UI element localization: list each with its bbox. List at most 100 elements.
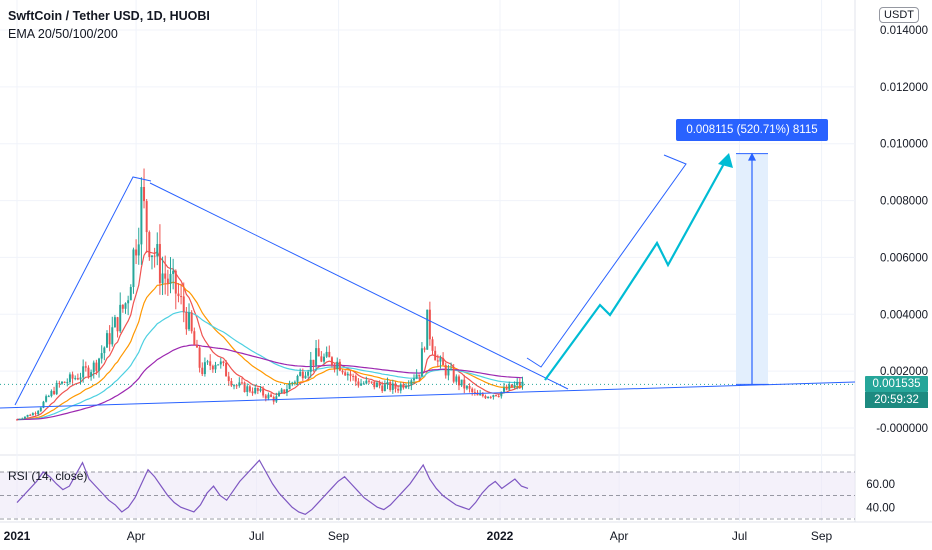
ema-legend[interactable]: EMA 20/50/100/200 — [8, 27, 118, 41]
candle-body — [79, 377, 82, 380]
candle-body — [389, 381, 392, 390]
measure-label: 0.008115 (520.71%) 8115 — [676, 119, 828, 141]
candle-body — [510, 384, 513, 388]
candle-body — [185, 312, 188, 330]
candle-body — [39, 407, 42, 411]
rsi-tick-label: 40.00 — [866, 502, 895, 514]
y-tick-label: 0.010000 — [880, 139, 928, 151]
x-tick-label: Jul — [732, 529, 747, 543]
candle-body — [76, 378, 79, 380]
candle-body — [291, 382, 294, 384]
impulse-leg — [14, 176, 152, 406]
candle-body — [450, 368, 453, 370]
candle-body — [238, 382, 241, 386]
candle-body — [262, 388, 265, 396]
target-projection-line — [526, 154, 687, 368]
candle-body — [50, 390, 53, 397]
candle-body — [497, 396, 500, 398]
drawing-tools — [0, 152, 856, 409]
candle-body — [235, 385, 238, 387]
candle-body — [442, 358, 445, 366]
candle-body — [270, 394, 273, 397]
candle-body — [124, 303, 127, 309]
candle-body — [309, 359, 312, 372]
rsi-tick-label: 60.00 — [866, 479, 895, 491]
symbol-title[interactable]: SwftCoin / Tether USD, 1D, HUOBI — [8, 9, 210, 23]
candle-body — [227, 376, 230, 382]
candle-body — [251, 391, 254, 394]
candle-body — [103, 347, 106, 354]
candle-body — [415, 374, 418, 379]
candle-body — [487, 396, 490, 399]
candle-body — [481, 393, 484, 396]
last-price-badge: 0.001535 — [865, 376, 928, 392]
candle-body — [31, 413, 34, 416]
candle-body — [217, 364, 220, 366]
candle-body — [55, 383, 58, 395]
candle-body — [161, 273, 164, 284]
candle-body — [132, 249, 135, 288]
candle-body — [360, 383, 363, 386]
candle-body — [410, 380, 413, 386]
candle-body — [230, 381, 233, 386]
candle-body — [259, 388, 262, 391]
candle-body — [479, 393, 482, 396]
candle-body — [34, 413, 37, 415]
candle-body — [53, 390, 56, 395]
candle-body — [195, 344, 198, 348]
candle-body — [341, 370, 344, 373]
candle-body — [214, 364, 217, 370]
candle-body — [386, 381, 389, 385]
candle-body — [129, 287, 132, 301]
candle-body — [299, 371, 302, 376]
candle-body — [23, 416, 26, 419]
candle-body — [211, 365, 214, 370]
currency-button[interactable]: USDT — [879, 7, 919, 23]
candle-body — [346, 373, 349, 376]
candle-body — [402, 384, 405, 388]
candle-body — [473, 392, 476, 394]
candle-body — [16, 419, 18, 421]
rsi-line — [16, 459, 529, 515]
candle-body — [288, 383, 291, 390]
candle-body — [135, 249, 138, 256]
candle-body — [370, 381, 373, 383]
candle-body — [254, 387, 257, 394]
candle-body — [317, 348, 320, 357]
x-tick-label: Sep — [811, 529, 833, 543]
candle-body — [193, 331, 196, 345]
candle-body — [219, 361, 222, 365]
candle-body — [378, 382, 381, 386]
candle-body — [328, 351, 331, 358]
candle-body — [148, 232, 151, 258]
candle-body — [500, 391, 503, 397]
candle-body — [111, 327, 114, 345]
chart-grid — [0, 0, 932, 523]
candle-body — [108, 333, 111, 345]
candle-body — [145, 201, 148, 233]
candle-body — [113, 317, 116, 328]
x-tick-label: 2022 — [487, 529, 514, 543]
candle-body — [246, 386, 249, 392]
candle-body — [74, 378, 77, 380]
candle-body — [150, 255, 153, 258]
candle-body — [203, 362, 206, 375]
candle-body — [177, 293, 180, 297]
candle-body — [312, 359, 315, 366]
candle-body — [418, 374, 421, 377]
candle-body — [209, 361, 212, 366]
candle-body — [172, 270, 175, 274]
candle-body — [166, 278, 169, 284]
candle-body — [301, 371, 304, 379]
candle-body — [156, 244, 159, 257]
candle-body — [484, 395, 487, 399]
candle-body — [405, 385, 408, 388]
candle-body — [447, 368, 450, 376]
candle-body — [18, 419, 21, 421]
candle-body — [367, 380, 370, 382]
candle-body — [98, 358, 101, 371]
rsi-legend: RSI (14, close) — [8, 469, 87, 483]
projection-path — [544, 159, 727, 381]
candle-body — [58, 383, 61, 385]
